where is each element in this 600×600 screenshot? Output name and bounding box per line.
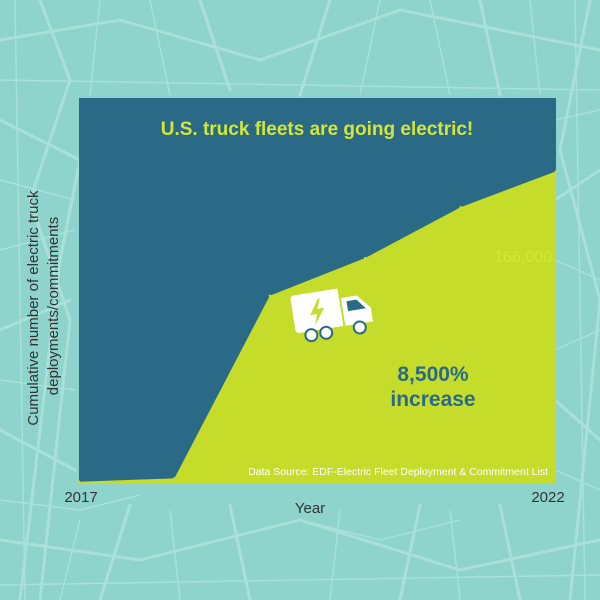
data-point-2018 [173, 477, 176, 480]
electric-truck-icon [290, 288, 373, 343]
data-source: Data Source: EDF-Electric Fleet Deployme… [248, 466, 548, 478]
data-point-2020 [364, 256, 367, 260]
x-tick-2017: 2017 [64, 489, 97, 506]
y-axis-label-line2: deployments/commitments [45, 217, 62, 395]
x-tick-2022: 2022 [531, 489, 564, 506]
chart-title: U.S. truck fleets are going electric! [161, 119, 474, 140]
data-point-2021 [459, 206, 462, 209]
x-axis-label: Year [295, 500, 325, 517]
increase-percent: 8,500% [397, 363, 469, 386]
data-point-2019 [268, 294, 271, 297]
increase-label: increase [390, 388, 475, 411]
data-point-2022 [554, 170, 558, 173]
data-point-2017 [77, 480, 81, 483]
y-axis-label: Cumulative number of electric truck depl… [25, 186, 62, 425]
y-axis-label-line1: Cumulative number of electric truck [25, 190, 42, 426]
data-label-start: 1,197 [87, 453, 122, 469]
data-label-end: 166,000 [494, 249, 552, 266]
